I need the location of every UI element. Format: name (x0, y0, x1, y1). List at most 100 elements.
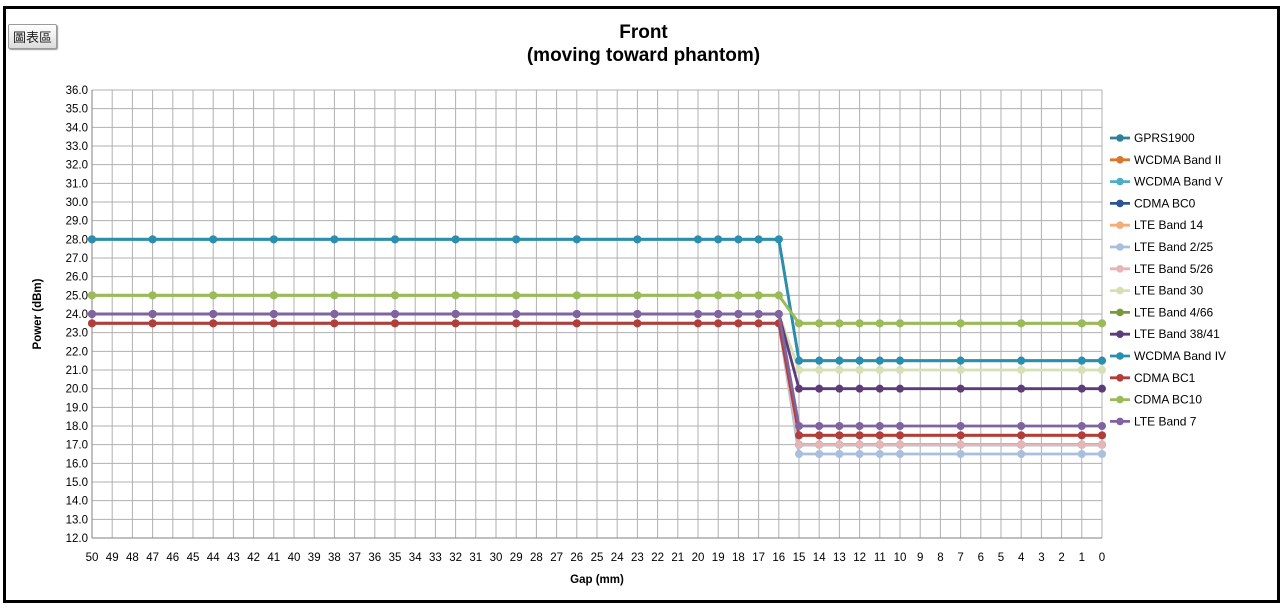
data-point (734, 291, 743, 300)
data-point (815, 450, 824, 458)
x-tick-label: 21 (671, 552, 684, 564)
data-point (896, 431, 904, 440)
data-point (815, 440, 824, 449)
x-tick-label: 17 (752, 552, 765, 564)
x-tick-label: 7 (957, 552, 963, 564)
legend-label: CDMA BC10 (1134, 393, 1202, 407)
x-tick-label: 31 (469, 552, 482, 564)
data-point (330, 319, 339, 328)
legend-label: WCDMA Band V (1134, 175, 1223, 189)
x-tick-label: 20 (692, 552, 705, 564)
x-tick-label: 46 (166, 552, 179, 564)
data-point (88, 291, 96, 300)
data-point (835, 431, 844, 440)
legend-marker (1116, 134, 1124, 142)
x-tick-label: 48 (126, 552, 139, 564)
data-point (956, 366, 965, 374)
x-tick-label: 25 (591, 552, 604, 564)
y-tick-label: 12.0 (66, 533, 88, 545)
x-tick-label: 14 (813, 552, 826, 564)
x-tick-label: 26 (570, 552, 583, 564)
x-tick-label: 16 (772, 552, 785, 564)
data-point (754, 235, 763, 244)
data-point (815, 356, 824, 365)
data-point (1017, 356, 1026, 365)
y-tick-label: 18.0 (66, 421, 88, 433)
x-tick-label: 18 (732, 552, 745, 564)
series-line (92, 293, 1102, 325)
data-point (855, 384, 864, 393)
data-point (875, 450, 884, 458)
x-tick-label: 6 (978, 552, 984, 564)
legend-marker (1116, 199, 1124, 208)
legend-marker (1116, 308, 1124, 317)
legend-marker (1116, 417, 1124, 426)
data-point (1017, 366, 1026, 374)
data-point (855, 450, 864, 458)
data-point (148, 235, 157, 244)
x-tick-label: 43 (227, 552, 240, 564)
legend-marker (1116, 374, 1124, 382)
data-point (835, 356, 844, 365)
data-point (1077, 356, 1086, 365)
data-point (1098, 319, 1106, 328)
x-tick-label: 41 (267, 552, 280, 564)
data-point (795, 384, 803, 393)
legend-label: LTE Band 7 (1134, 414, 1197, 428)
y-tick-label: 31.0 (66, 178, 88, 190)
data-point (391, 291, 399, 300)
series-line (92, 312, 1102, 428)
x-tick-label: 28 (530, 552, 543, 564)
data-point (835, 384, 844, 393)
chart-area-badge[interactable]: 圖表區 (8, 24, 58, 49)
legend-label: LTE Band 14 (1134, 218, 1203, 232)
data-point (956, 319, 965, 328)
data-point (875, 319, 884, 328)
y-tick-label: 32.0 (66, 160, 88, 172)
x-tick-label: 39 (308, 552, 321, 564)
data-point (896, 422, 904, 430)
legend-label: LTE Band 38/41 (1134, 327, 1220, 341)
data-point (1077, 440, 1086, 449)
x-tick-label: 40 (288, 552, 301, 564)
x-tick-label: 34 (409, 552, 422, 564)
data-point (572, 319, 581, 328)
x-tick-label: 9 (917, 552, 923, 564)
data-point (1098, 356, 1106, 365)
x-tick-label: 42 (247, 552, 260, 564)
data-point (1077, 366, 1086, 374)
y-tick-label: 23.0 (66, 328, 88, 340)
data-point (1077, 422, 1086, 430)
data-point (269, 310, 278, 318)
x-tick-label: 2 (1058, 552, 1064, 564)
data-point (512, 291, 521, 300)
legend-label: LTE Band 2/25 (1134, 240, 1213, 254)
data-point (451, 310, 460, 318)
data-point (774, 291, 783, 300)
y-tick-label: 13.0 (66, 514, 88, 526)
data-point (1017, 319, 1026, 328)
data-point (1017, 384, 1026, 393)
x-tick-label: 22 (651, 552, 664, 564)
series-line (92, 321, 1102, 437)
x-tick-label: 19 (712, 552, 725, 564)
x-tick-label: 12 (853, 552, 866, 564)
data-point (754, 319, 763, 328)
data-point (148, 310, 157, 318)
data-point (633, 291, 642, 300)
legend-label: GPRS1900 (1134, 131, 1195, 145)
x-tick-label: 38 (328, 552, 341, 564)
legend-marker (1116, 177, 1124, 186)
x-tick-label: 10 (894, 552, 907, 564)
y-tick-label: 28.0 (66, 234, 88, 246)
legend-label: LTE Band 30 (1134, 284, 1203, 298)
x-tick-label: 36 (368, 552, 381, 564)
x-tick-label: 24 (611, 552, 624, 564)
x-tick-label: 35 (389, 552, 402, 564)
data-point (209, 291, 218, 300)
data-point (835, 440, 844, 449)
data-point (1098, 431, 1106, 440)
data-point (754, 291, 763, 300)
data-point (956, 431, 965, 440)
